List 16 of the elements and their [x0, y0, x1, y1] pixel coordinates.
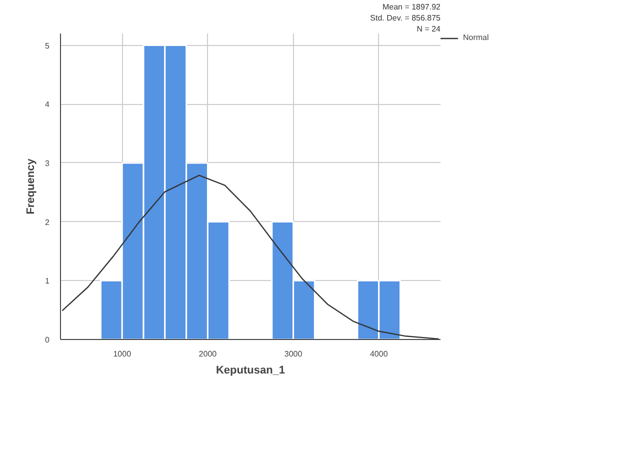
- x-tick-label: 1000: [113, 350, 132, 358]
- y-tick-label: 3: [45, 158, 50, 168]
- x-tick-label: 4000: [370, 350, 388, 358]
- text: Std. Dev. = 856.875: [370, 14, 442, 22]
- text: N = 24: [416, 24, 442, 34]
- legend-label: Normal: [463, 33, 489, 42]
- y-tick-label: 5: [45, 41, 50, 50]
- x-tick-label: 3000: [284, 350, 303, 358]
- y-tick-label: 4: [45, 100, 50, 110]
- x-axis-title: Keputusan_1: [216, 364, 286, 376]
- y-axis-title: Frequency: [25, 158, 38, 214]
- y-tick-label: 2: [45, 218, 50, 227]
- y-tick-label: 0: [45, 336, 50, 344]
- y-tick-label: 1: [45, 276, 50, 286]
- x-tick-label: 2000: [198, 350, 218, 358]
- text: Mean = 1897.92: [382, 2, 442, 12]
